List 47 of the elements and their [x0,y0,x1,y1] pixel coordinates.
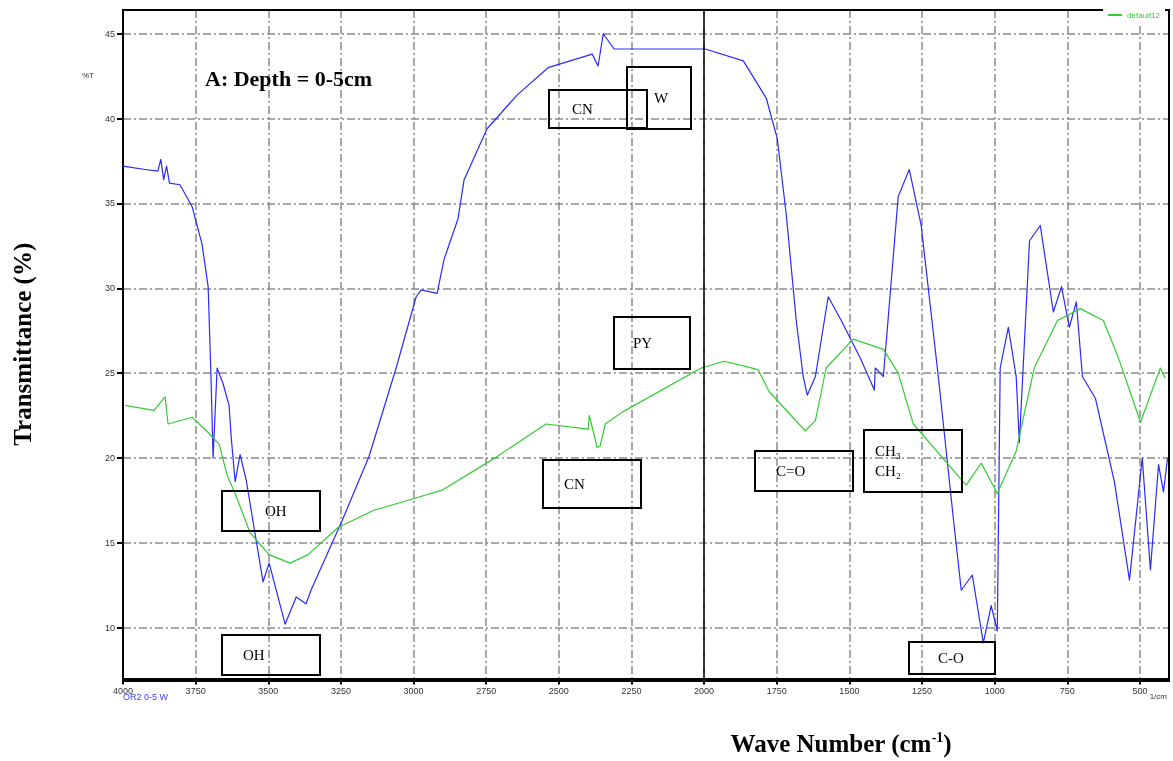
x-tick-label: 500 [1132,686,1148,696]
label-box: W [626,66,692,130]
label-box: OH [221,490,321,532]
label-box: PY [613,316,691,370]
annotation: CN [572,100,593,119]
y-tick-label: 40 [104,113,115,124]
x-tick-label: 3250 [330,686,351,696]
annotation: C=O [776,462,806,481]
text: %T [82,70,95,80]
label-box: C=O [754,450,854,492]
line-series [124,308,1166,564]
text: 1/cm [1149,691,1168,701]
text: A: Depth = 0-5cm [205,65,373,91]
y-tick-label: 25 [104,368,115,379]
x-tick-label: 1750 [766,686,787,696]
x-tick-label: 1000 [984,686,1005,696]
x-tick-label: 3500 [258,686,279,696]
label-box: C-O [908,641,996,675]
x-tick-label: 2750 [476,686,497,696]
y-tick-label: 35 [104,198,115,209]
x-tick-label: 2000 [694,686,715,696]
label-box: CN [542,459,642,509]
annotation: OH [265,502,287,521]
annotation: C-O [938,649,964,668]
annotation: CN [564,475,585,494]
y-tick-label: 45 [104,28,115,39]
x-tick-label: 3000 [403,686,424,696]
x-tick-label: 750 [1059,686,1075,696]
annotation: PY [633,334,653,353]
y-tick-label: 10 [104,622,115,633]
line-series [122,33,1169,644]
annotation: CH₃ CH₂ [875,442,902,481]
x-tick-label: 1500 [839,686,860,696]
x-tick-label: 1250 [912,686,933,696]
y-axis-title: Transmittance (%) [9,242,37,446]
label-box: CN [548,89,648,129]
y-tick-label: 15 [104,537,115,548]
x-tick-label: 2500 [548,686,569,696]
annotation: OH [243,646,265,665]
x-tick-label: 3750 [185,686,206,696]
label-box: OH [221,634,321,676]
legend-label: default12 [1127,10,1161,20]
annotation: W [654,89,669,108]
x-tick-label: 2250 [621,686,642,696]
y-tick-label: 30 [104,283,115,294]
label-box: CH₃ CH₂ [863,429,963,493]
y-tick-label: 20 [104,452,115,463]
